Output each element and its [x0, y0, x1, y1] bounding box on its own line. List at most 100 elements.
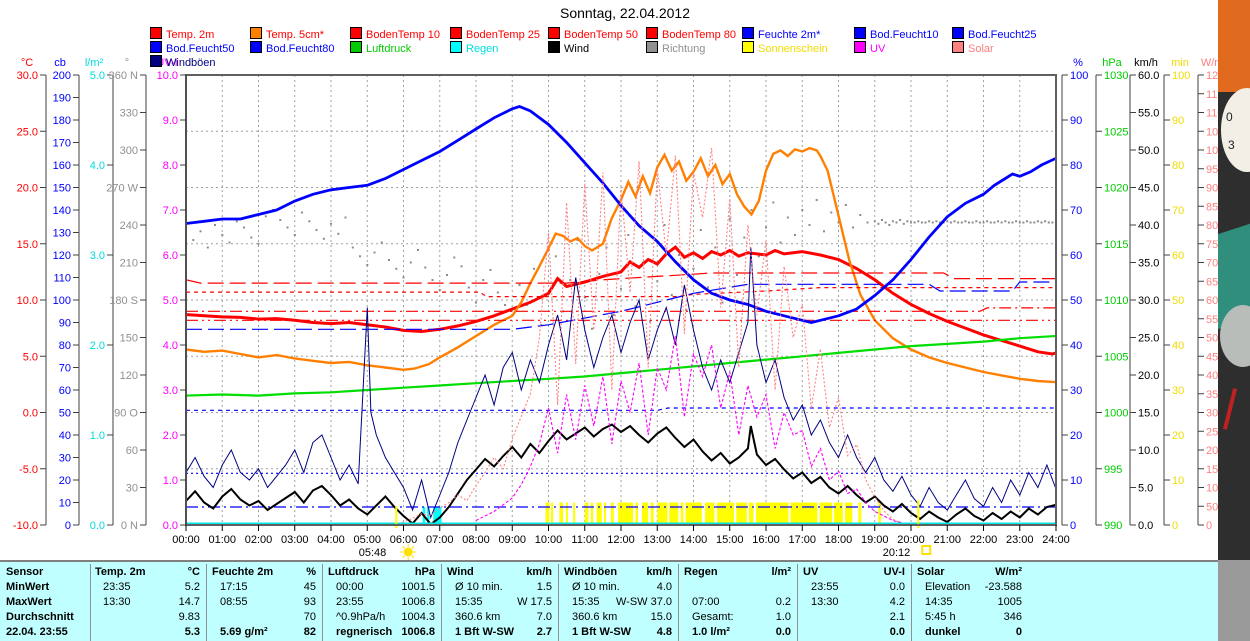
table-cell-label: Elevation — [925, 581, 971, 593]
svg-text:1030: 1030 — [1104, 70, 1128, 82]
series-wind — [187, 423, 1055, 525]
legend-swatch — [646, 41, 658, 53]
svg-text:3.0: 3.0 — [90, 250, 105, 262]
table-cell-label: 1 Bft W-SW — [572, 626, 632, 638]
legend-swatch — [250, 27, 262, 39]
svg-text:10:00: 10:00 — [535, 534, 563, 546]
svg-text:50: 50 — [1206, 501, 1218, 513]
legend-item-bodentemp-25: BodenTemp 25 — [450, 27, 540, 41]
legend-swatch — [952, 41, 964, 53]
svg-text:60.0: 60.0 — [1138, 70, 1159, 82]
svg-text:01:00: 01:00 — [208, 534, 236, 546]
table-separator — [797, 564, 798, 641]
svg-text:360 N: 360 N — [109, 70, 138, 82]
svg-text:20: 20 — [1172, 430, 1184, 442]
legend-label: Bod.Feucht25 — [968, 29, 1037, 41]
svg-text:07:00: 07:00 — [426, 534, 454, 546]
svg-text:05:48: 05:48 — [359, 547, 387, 559]
series-feuchte-2m — [187, 105, 1055, 324]
table-cell-value: 0.0 — [889, 581, 905, 593]
svg-text:17:00: 17:00 — [788, 534, 816, 546]
svg-text:24:00: 24:00 — [1042, 534, 1070, 546]
svg-text:°: ° — [125, 57, 129, 69]
sunset-icon — [921, 545, 932, 555]
svg-text:1000: 1000 — [1104, 408, 1128, 420]
svg-text:200: 200 — [53, 70, 71, 82]
table-cell-value: 9.83 — [178, 611, 200, 623]
table-cell-label: 15:35 — [572, 596, 600, 608]
svg-text:180 S: 180 S — [109, 295, 138, 307]
table-col-unit: UV-I — [883, 566, 905, 578]
sunrise-marker-line — [395, 506, 398, 528]
table-col-unit: % — [306, 566, 316, 578]
legend-item-feuchte-2m-: Feuchte 2m* — [742, 27, 820, 41]
table-cell-label: 360.6 km — [572, 611, 618, 623]
svg-text:1020: 1020 — [1104, 183, 1128, 195]
legend-swatch — [854, 41, 866, 53]
svg-text:240: 240 — [120, 220, 138, 232]
svg-text:21:00: 21:00 — [933, 534, 961, 546]
svg-text:2.0: 2.0 — [163, 430, 178, 442]
svg-text:60: 60 — [59, 385, 71, 397]
svg-text:04:00: 04:00 — [317, 534, 345, 546]
table-cell-value: 2.1 — [889, 611, 905, 623]
table-cell-label: 14:35 — [925, 596, 953, 608]
svg-text:55.0: 55.0 — [1138, 108, 1159, 120]
svg-text:%: % — [1073, 57, 1083, 69]
legend-label: Regen — [466, 43, 499, 55]
table-cell-label: 07:00 — [692, 596, 720, 608]
svg-text:20: 20 — [1070, 430, 1082, 442]
svg-text:6.0: 6.0 — [163, 250, 178, 262]
table-cell-value: 15.0 — [650, 611, 672, 623]
series-temp-5cm — [187, 146, 1055, 384]
svg-text:160: 160 — [53, 160, 71, 172]
table-row-label: MaxWert — [6, 596, 52, 608]
table-col-unit: hPa — [414, 566, 435, 578]
table-col-header: Regen — [684, 566, 718, 578]
svg-text:08:00: 08:00 — [462, 534, 490, 546]
chart-legend: Temp. 2m Temp. 5cm* BodenTemp 10 BodenTemp … — [0, 0, 1250, 72]
gauge-digit: 3 — [1228, 138, 1235, 152]
svg-text:06:00: 06:00 — [390, 534, 418, 546]
legend-swatch — [952, 27, 964, 39]
gauge-face-photo — [1221, 88, 1250, 172]
table-col-header: Luftdruck — [328, 566, 379, 578]
svg-text:0.0: 0.0 — [1138, 520, 1153, 532]
svg-text:10: 10 — [1172, 475, 1184, 487]
table-col-unit: l/m² — [771, 566, 791, 578]
svg-text:20: 20 — [59, 475, 71, 487]
legend-label: Temp. 5cm* — [266, 29, 325, 41]
svg-text:10: 10 — [59, 498, 71, 510]
svg-text:90: 90 — [1172, 115, 1184, 127]
table-cell-value: 45 — [303, 581, 316, 593]
svg-text:10.0: 10.0 — [1138, 445, 1159, 457]
svg-text:20.0: 20.0 — [1138, 370, 1159, 382]
table-cell-label: 08:55 — [220, 596, 248, 608]
svg-text:80: 80 — [1070, 160, 1082, 172]
table-cell-label: 13:30 — [811, 596, 839, 608]
legend-swatch — [350, 27, 362, 39]
svg-text:16:00: 16:00 — [752, 534, 780, 546]
svg-text:1015: 1015 — [1104, 239, 1128, 251]
svg-text:14:00: 14:00 — [680, 534, 708, 546]
weather-chart-canvas: 30.0 25.0 20.0 15.0 10.0 5.0 0.0 -5.0 -10.0 °C 200… — [13, 57, 1230, 560]
series-windb-en — [187, 247, 1055, 520]
svg-text:995: 995 — [1104, 464, 1122, 476]
svg-text:1.0: 1.0 — [90, 430, 105, 442]
svg-text:45.0: 45.0 — [1138, 183, 1159, 195]
table-cell-value: W-SW 37.0 — [615, 596, 672, 608]
axis-cb: 2001901801701601501401301201101009080706… — [53, 57, 80, 532]
axis-uv: 10.09.08.07.06.05.04.03.02.01.00.0UV-I — [156, 57, 187, 532]
table-col-header: Temp. 2m — [95, 566, 146, 578]
table-col-unit: km/h — [526, 566, 552, 578]
svg-text:40: 40 — [1172, 340, 1184, 352]
table-cell-value: 14.7 — [178, 596, 200, 608]
svg-text:0 N: 0 N — [121, 520, 138, 532]
legend-label: BodenTemp 50 — [564, 29, 638, 41]
svg-text:50: 50 — [1070, 295, 1082, 307]
table-row-label: Sensor — [6, 566, 44, 578]
table-cell-label: 1.0 l/m² — [692, 626, 730, 638]
table-cell-value: 0.2 — [775, 596, 791, 608]
axis-tempC: 30.0 25.0 20.0 15.0 10.0 5.0 0.0 -5.0 -10.0 °C — [13, 57, 47, 532]
